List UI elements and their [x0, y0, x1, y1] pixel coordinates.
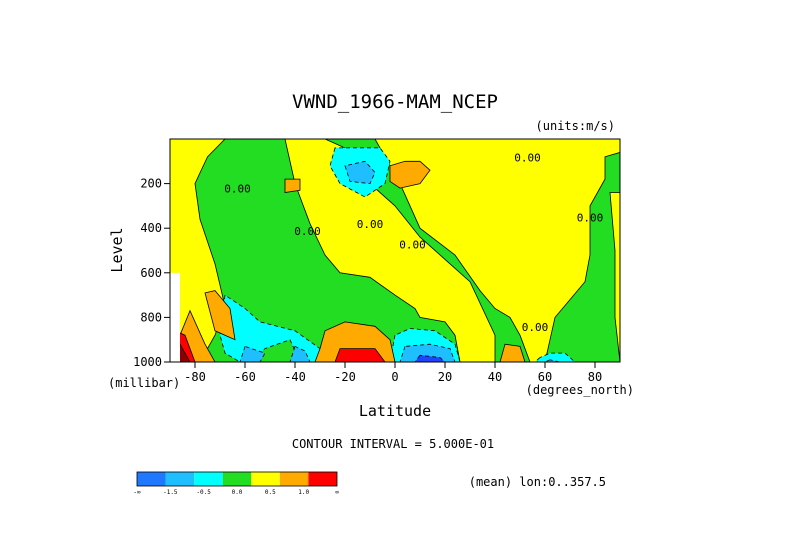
y-tick-label-1: 400 — [140, 221, 162, 235]
contour-interval-note: CONTOUR INTERVAL = 5.000E-01 — [292, 437, 494, 451]
plot-area: 0.00 0.00 0.00 0.00 0.00 0.00 0.00 — [169, 138, 621, 363]
contour-label-4: 0.00 — [514, 151, 541, 164]
contour-regions — [170, 139, 620, 362]
colorbar-label-5: 1.0 — [298, 489, 309, 496]
colorbar-label-0: -∞ — [133, 489, 141, 496]
units-label: (units:m/s) — [536, 119, 615, 133]
y-axis-label: Level — [108, 227, 126, 272]
contour-label-3: 0.00 — [399, 238, 426, 251]
contour-label-1: 0.00 — [294, 225, 321, 238]
y-axis: 200 400 600 800 1000 — [133, 177, 170, 369]
colorbar-swatch-0 — [137, 472, 166, 486]
contour-region-15 — [284, 178, 301, 193]
x-axis-label: Latitude — [359, 402, 431, 420]
y-tick-label-3: 800 — [140, 310, 162, 324]
y-tick-label-0: 200 — [140, 177, 162, 191]
contour-label-0: 0.00 — [224, 183, 251, 196]
x-tick-label-7: 60 — [538, 370, 552, 384]
x-tick-label-5: 20 — [438, 370, 452, 384]
contour-region-12 — [544, 359, 561, 362]
colorbar-label-2: -0.5 — [196, 489, 211, 496]
x-tick-label-4: 0 — [391, 370, 398, 384]
x-tick-label-6: 40 — [488, 370, 502, 384]
x-axis-units: (degrees_north) — [526, 383, 634, 397]
contour-region-14 — [389, 160, 431, 189]
colorbar-label-1: -1.5 — [163, 489, 178, 496]
x-tick-label-8: 80 — [588, 370, 602, 384]
contour-region-13 — [414, 354, 446, 362]
x-tick-label-3: -20 — [334, 370, 356, 384]
contour-label-6: 0.00 — [522, 321, 549, 334]
contour-region-10 — [289, 345, 311, 362]
colorbar-swatch-5 — [279, 472, 309, 486]
x-axis: -80 -60 -40 -20 0 20 40 60 80 — [184, 362, 602, 384]
contour-region-17 — [499, 343, 526, 362]
contour-region-1 — [284, 139, 496, 362]
colorbar-swatch-1 — [165, 472, 195, 486]
contour-region-7 — [534, 352, 576, 362]
contour-region-19 — [204, 290, 236, 341]
contour-labels: 0.00 0.00 0.00 0.00 0.00 0.00 0.00 — [224, 151, 603, 333]
y-axis-units: (millibar) — [108, 376, 180, 390]
mean-note: (mean) lon:0..357.5 — [469, 475, 606, 489]
contour-region-3 — [609, 192, 620, 362]
colorbar-swatch-3 — [222, 472, 252, 486]
colorbar-swatch-4 — [251, 472, 280, 486]
colorbar: -∞ -1.5 -0.5 0.0 0.5 1.0 ∞ — [133, 471, 339, 496]
colorbar-label-3: 0.0 — [232, 489, 243, 496]
y-tick-label-2: 600 — [140, 266, 162, 280]
colorbar-label-6: ∞ — [335, 489, 339, 496]
contour-label-2: 0.00 — [357, 218, 384, 231]
x-tick-label-0: -80 — [184, 370, 206, 384]
chart-title: VWND_1966-MAM_NCEP — [292, 91, 498, 113]
contour-region-11 — [399, 343, 456, 362]
colorbar-label-4: 0.5 — [265, 489, 276, 496]
contour-region-9 — [239, 345, 266, 362]
colorbar-swatch-6 — [308, 472, 337, 486]
y-tick-label-4: 1000 — [133, 355, 162, 369]
missing-data-region — [170, 272, 180, 362]
contour-region-8 — [344, 160, 376, 185]
x-tick-label-2: -40 — [284, 370, 306, 384]
colorbar-swatch-2 — [194, 472, 223, 486]
contour-region-2 — [374, 139, 620, 362]
x-tick-label-1: -60 — [234, 370, 256, 384]
contour-label-5: 0.00 — [577, 212, 604, 225]
contour-region-5 — [219, 294, 326, 362]
colorbar-frame — [136, 471, 338, 487]
contour-region-20 — [334, 348, 386, 362]
